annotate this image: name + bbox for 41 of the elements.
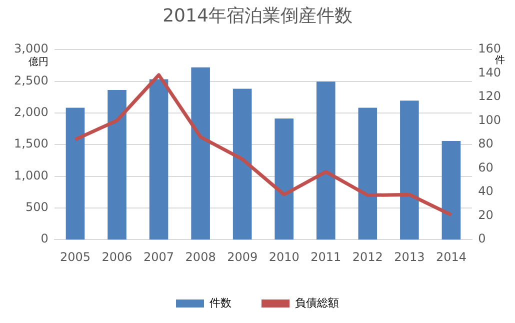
legend-label: 負債総額 bbox=[295, 296, 339, 310]
bar bbox=[400, 100, 419, 240]
y2-tick-label: 120 bbox=[478, 89, 501, 104]
y-tick-label: 2,000 bbox=[14, 105, 48, 120]
bar bbox=[442, 141, 461, 240]
bar bbox=[191, 67, 210, 240]
x-tick-label: 2007 bbox=[144, 250, 174, 264]
legend-label: 件数 bbox=[210, 296, 232, 310]
y-tick-label: 2,500 bbox=[14, 73, 48, 88]
y2-tick-label: 0 bbox=[478, 232, 486, 246]
x-tick-label: 2010 bbox=[268, 250, 300, 264]
y2-axis-title: 件 bbox=[495, 55, 505, 66]
chart-title: 2014年宿泊業倒産件数 bbox=[162, 5, 352, 26]
bar bbox=[66, 108, 85, 240]
x-tick-label: 2005 bbox=[60, 250, 91, 264]
x-tick-label: 2013 bbox=[394, 250, 425, 264]
bar bbox=[149, 79, 168, 240]
bar bbox=[108, 90, 126, 240]
y-tick-label: 0 bbox=[40, 232, 48, 246]
y-tick-label: 1,500 bbox=[14, 136, 48, 151]
x-tick-label: 2011 bbox=[310, 250, 342, 264]
y2-tick-label: 20 bbox=[478, 208, 494, 222]
bar bbox=[274, 118, 294, 240]
x-tick-label: 2008 bbox=[185, 250, 216, 264]
x-tick-label: 2006 bbox=[102, 250, 132, 264]
y-tick-label: 1,000 bbox=[14, 168, 48, 182]
bar bbox=[358, 108, 378, 240]
y2-tick-label: 60 bbox=[478, 160, 494, 174]
y2-tick-label: 140 bbox=[478, 65, 501, 80]
y2-tick-label: 100 bbox=[478, 112, 501, 127]
y2-tick-label: 40 bbox=[478, 184, 494, 198]
y-tick-label: 3,000 bbox=[14, 42, 48, 56]
x-tick-label: 2012 bbox=[352, 250, 383, 264]
bar bbox=[316, 82, 336, 240]
y2-tick-label: 80 bbox=[478, 136, 494, 151]
x-tick-label: 2014 bbox=[436, 250, 466, 264]
x-tick-label: 2009 bbox=[227, 250, 258, 264]
y-tick-label: 500 bbox=[25, 200, 48, 214]
y-axis-title: 億円 bbox=[28, 56, 48, 68]
bar bbox=[232, 88, 252, 240]
y2-tick-label: 160 bbox=[478, 42, 501, 56]
